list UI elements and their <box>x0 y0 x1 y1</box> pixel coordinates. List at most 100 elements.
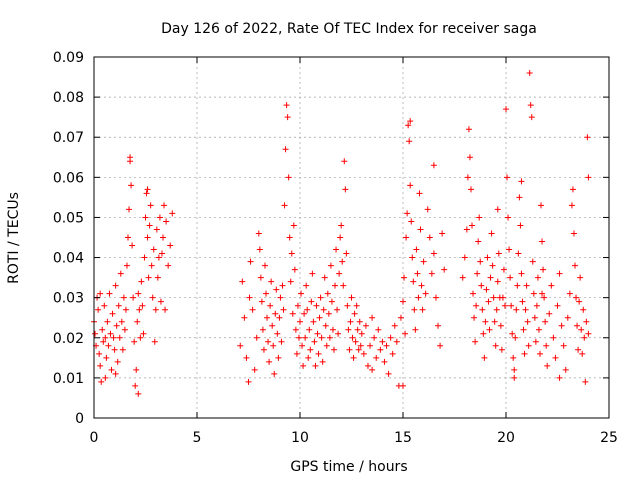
data-point <box>544 362 551 369</box>
data-point <box>500 266 507 273</box>
data-point <box>269 322 276 329</box>
data-point <box>381 358 388 365</box>
data-point <box>126 206 133 213</box>
data-point <box>576 298 583 305</box>
data-point <box>138 278 145 285</box>
data-point <box>95 306 102 313</box>
data-point <box>570 230 577 237</box>
y-tick-label: 0.08 <box>53 90 84 106</box>
data-point <box>389 350 396 357</box>
data-point <box>145 274 152 281</box>
data-point <box>400 298 406 305</box>
data-point <box>293 350 300 357</box>
data-point <box>543 342 550 349</box>
data-point <box>134 318 141 325</box>
data-point <box>313 302 320 309</box>
data-point <box>418 282 425 289</box>
data-point <box>319 358 326 365</box>
data-point <box>463 226 470 233</box>
data-point <box>144 186 151 193</box>
data-point <box>169 210 176 217</box>
data-point <box>525 342 532 349</box>
data-point <box>155 254 162 261</box>
data-point <box>539 290 546 297</box>
data-point <box>488 230 495 237</box>
data-point <box>151 338 158 345</box>
data-point <box>282 146 289 153</box>
data-point <box>267 302 274 309</box>
data-point <box>111 346 118 353</box>
data-point <box>311 338 318 345</box>
data-point <box>375 326 382 333</box>
data-point <box>498 346 505 353</box>
data-point <box>141 254 148 261</box>
data-point <box>142 214 149 221</box>
data-point <box>469 222 476 229</box>
data-point <box>108 366 115 373</box>
data-point <box>484 254 491 261</box>
data-point <box>285 174 292 181</box>
data-point <box>507 274 514 281</box>
data-point <box>256 246 263 253</box>
data-point <box>281 202 288 209</box>
data-point <box>167 242 174 249</box>
data-point <box>334 306 341 313</box>
y-tick-label: 0.09 <box>53 50 84 66</box>
data-point <box>408 218 415 225</box>
data-point <box>579 350 586 357</box>
data-point <box>432 294 439 301</box>
data-point <box>239 278 246 285</box>
data-point <box>119 346 126 353</box>
data-point <box>106 290 113 297</box>
data-point <box>540 266 547 273</box>
data-point <box>136 306 143 313</box>
data-point <box>249 306 256 313</box>
data-point <box>480 330 487 337</box>
data-point <box>345 326 352 333</box>
data-point <box>430 250 437 257</box>
data-point <box>294 302 301 309</box>
data-point <box>437 342 444 349</box>
data-point <box>404 210 411 217</box>
data-point <box>478 282 485 289</box>
data-point <box>501 302 508 309</box>
data-point <box>535 326 542 333</box>
data-point <box>541 294 548 301</box>
data-point <box>379 338 386 345</box>
data-point <box>562 366 569 373</box>
data-point <box>471 314 478 321</box>
data-point <box>426 234 433 241</box>
data-point <box>299 342 306 349</box>
data-point <box>470 290 477 297</box>
data-point <box>575 346 582 353</box>
data-point <box>405 122 412 129</box>
data-point <box>539 238 546 245</box>
data-point <box>459 274 466 281</box>
data-point <box>257 274 264 281</box>
data-point <box>356 318 363 325</box>
data-point <box>335 330 342 337</box>
data-point <box>115 302 122 309</box>
data-point <box>552 354 559 361</box>
data-point <box>298 290 305 297</box>
chart-title: Day 126 of 2022, Rate Of TEC Index for r… <box>161 21 537 37</box>
data-point <box>158 250 165 257</box>
data-point <box>487 274 494 281</box>
data-point <box>497 322 504 329</box>
data-point <box>569 186 576 193</box>
data-point <box>369 314 376 321</box>
data-point <box>352 338 359 345</box>
data-point <box>509 330 516 337</box>
data-point <box>116 334 123 341</box>
data-point <box>516 194 523 201</box>
data-point <box>489 262 496 269</box>
data-point <box>385 370 392 377</box>
data-point <box>490 294 497 301</box>
data-point <box>114 358 121 365</box>
data-point <box>344 302 351 309</box>
data-point <box>532 338 539 345</box>
data-point <box>508 302 515 309</box>
data-point <box>120 294 127 301</box>
data-point <box>118 318 125 325</box>
